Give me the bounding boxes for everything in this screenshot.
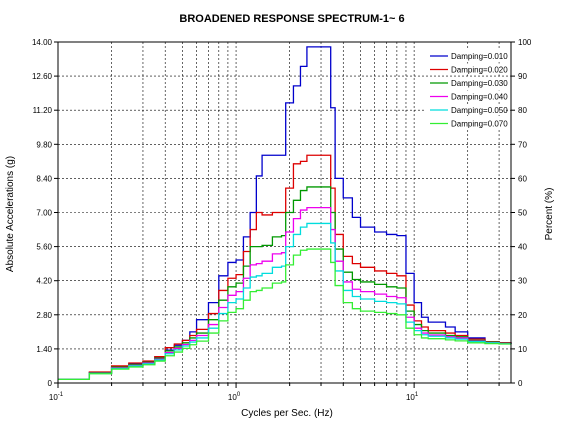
chart-title: BROADENED RESPONSE SPECTRUM-1~ 6 bbox=[179, 13, 404, 25]
legend-entry-bg bbox=[426, 77, 504, 88]
legend-label-2: Damping=0.020 bbox=[451, 66, 508, 75]
x-tick-label: 10-1 bbox=[49, 392, 64, 402]
y2-tick-label: 40 bbox=[518, 243, 527, 252]
x-axis-ticks: 10-1 100 101 bbox=[49, 383, 500, 402]
y-axis-ticks: 0 1.40 2.80 4.20 5.60 7.00 8.40 9.80 11.20 12.60 1… bbox=[32, 38, 58, 388]
series-line-6 bbox=[58, 248, 512, 380]
legend-label-5: Damping=0.050 bbox=[451, 106, 508, 115]
legend-entry-bg bbox=[426, 117, 504, 129]
y-tick-label: 1.40 bbox=[36, 345, 52, 354]
y-tick-label: 5.60 bbox=[36, 243, 52, 252]
y2-tick-label: 60 bbox=[518, 174, 527, 183]
y-tick-label: 8.40 bbox=[36, 174, 52, 183]
legend-entry-bg bbox=[426, 50, 504, 61]
y2-tick-label: 50 bbox=[518, 209, 527, 218]
legend: Damping=0.010 Damping=0.020 Damping=0.030 D… bbox=[426, 50, 508, 129]
y-tick-label: 7.00 bbox=[36, 209, 52, 218]
x-tick-label: 101 bbox=[406, 392, 419, 402]
x-tick-label: 100 bbox=[228, 392, 241, 402]
y2-tick-label: 30 bbox=[518, 277, 527, 286]
y2-tick-label: 20 bbox=[518, 311, 527, 320]
legend-entry-bg bbox=[426, 104, 504, 115]
y-tick-label: 11.20 bbox=[33, 106, 53, 115]
y-tick-label: 0 bbox=[48, 379, 53, 388]
y-tick-label: 4.20 bbox=[36, 277, 52, 286]
y2-axis-label: Percent (%) bbox=[544, 188, 555, 241]
y2-tick-label: 90 bbox=[518, 72, 527, 81]
legend-label-4: Damping=0.040 bbox=[451, 93, 508, 102]
y-axis-label: Absolute Accelerations (g) bbox=[5, 156, 16, 272]
x-axis-label: Cycles per Sec. (Hz) bbox=[241, 408, 333, 419]
legend-entry-bg bbox=[426, 63, 504, 75]
legend-label-6: Damping=0.070 bbox=[451, 120, 508, 129]
y2-tick-label: 0 bbox=[518, 379, 523, 388]
y-tick-label: 9.80 bbox=[36, 140, 52, 149]
y2-tick-label: 100 bbox=[518, 38, 532, 47]
series-line-5 bbox=[58, 222, 512, 380]
y-tick-label: 12.60 bbox=[32, 72, 53, 81]
series-layer bbox=[58, 46, 512, 380]
y-tick-label: 14.00 bbox=[32, 38, 53, 47]
legend-entry-bg bbox=[426, 90, 504, 102]
legend-label-1: Damping=0.010 bbox=[451, 52, 508, 61]
y-tick-label: 2.80 bbox=[36, 311, 52, 320]
y2-tick-label: 80 bbox=[518, 106, 527, 115]
y2-tick-label: 10 bbox=[518, 345, 527, 354]
legend-label-3: Damping=0.030 bbox=[451, 79, 508, 88]
y2-tick-label: 70 bbox=[518, 140, 527, 149]
y2-axis-ticks: 0 10 20 30 40 50 60 70 80 90 100 bbox=[511, 38, 532, 388]
